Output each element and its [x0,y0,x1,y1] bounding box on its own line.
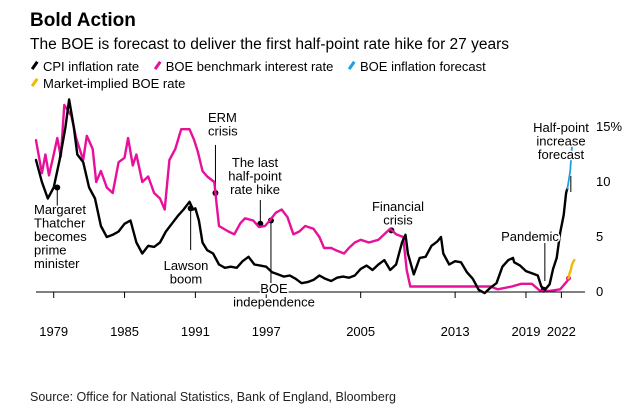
x-tick-label: 2022 [547,324,576,339]
annotation-halfpoint: Half-point increase forecast [533,120,589,162]
series-line-3 [567,258,576,280]
series-line-0 [34,98,569,295]
series-layer [34,98,576,295]
legend-item-cpi: CPI inflation rate [30,58,139,75]
annotation-boeindep: BOE independence [233,281,315,310]
legend-label-inflation-forecast: BOE inflation forecast [360,59,486,74]
annotation-line: Lawson [164,258,209,273]
annotation-line: crisis [208,124,238,139]
annotation-line: rate hike [230,182,280,197]
x-tick-label: 2019 [512,324,541,339]
series-line-1 [34,103,570,293]
annotation-erm: ERM crisis [208,110,238,139]
series-line-2 [566,144,573,190]
annotation-line: forecast [538,147,585,162]
y-axis-ticks: 0 5 10 15% [596,119,622,299]
annotation-line: independence [233,295,315,310]
chart-legend: CPI inflation rate BOE benchmark interes… [30,58,630,92]
x-tick-label: 2005 [346,324,375,339]
legend-label-cpi: CPI inflation rate [43,59,140,74]
x-tick-label: 1997 [252,324,281,339]
legend-item-inflation-forecast: BOE inflation forecast [347,58,486,75]
annotation-line: BOE [260,281,288,296]
annotation-leader-lines [54,145,572,293]
y-tick-label: 15% [596,119,622,134]
annotation-line: increase [536,134,585,149]
annotation-lasthike: The last half-point rate hike [228,155,282,197]
x-tick-label: 2013 [441,324,470,339]
x-tick-label: 1991 [181,324,210,339]
legend-label-market-rate: Market-implied BOE rate [43,76,186,91]
x-tick-label: 1985 [110,324,139,339]
annotation-line: minister [34,256,80,271]
annotation-line: boom [170,272,203,287]
y-tick-label: 10 [596,174,610,189]
annotation-line: Thatcher [34,216,86,231]
annotation-line: The last [232,155,279,170]
annotation-line: crisis [383,213,413,228]
annotation-line: Half-point [533,120,589,135]
annotations: Margaret Thatcher becomes prime minister Laws… [33,109,591,312]
annotation-pandemic: Pandemic [501,229,559,244]
chart-title: Bold Action [30,10,136,31]
legend-item-market-rate: Market-implied BOE rate [30,75,185,92]
x-tick-label: 1979 [39,324,68,339]
annotation-dot [54,184,61,191]
x-axis-ticks: 1979 1985 1991 1997 2005 2013 2019 2022 [39,292,576,339]
annotation-lawson: Lawson boom [164,258,209,287]
y-tick-label: 0 [596,284,603,299]
annotation-financial: Financial crisis [372,199,424,228]
legend-label-boe-rate: BOE benchmark interest rate [165,59,334,74]
annotation-thatcher: Margaret Thatcher becomes prime minister [34,202,87,271]
annotation-line: Margaret [34,202,86,217]
source-note: Source: Office for National Statistics, … [30,390,396,404]
legend-item-boe-rate: BOE benchmark interest rate [153,58,334,75]
annotation-line: ERM [208,110,237,125]
chart-subtitle: The BOE is forecast to deliver the first… [30,36,509,53]
annotation-line: half-point [228,169,282,184]
annotation-line: Financial [372,199,424,214]
annotation-line: prime [34,243,67,258]
y-tick-label: 5 [596,229,603,244]
annotation-line: Pandemic [501,229,559,244]
annotation-line: becomes [34,229,87,244]
